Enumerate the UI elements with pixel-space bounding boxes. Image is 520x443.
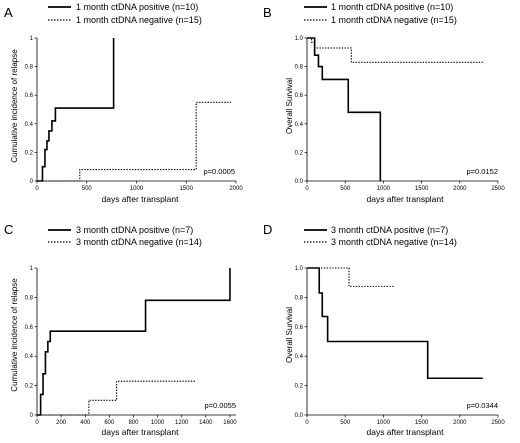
panel-d-y-axis-label: Overall Survival bbox=[285, 307, 294, 363]
panel-d-y-tick-label: 0.2 bbox=[295, 384, 304, 390]
panel-b-letter: B bbox=[263, 5, 272, 20]
panel-d-x-axis-label: days after transplant bbox=[366, 427, 444, 437]
panel-d-series-positive-line bbox=[307, 267, 483, 380]
panel-c-x-tick-label: 200 bbox=[56, 420, 67, 426]
panel-b-legend-dotted-label: 1 month ctDNA negative (n=15) bbox=[331, 15, 457, 25]
panel-a: A 1 month ctDNA positive (n=10) 1 month … bbox=[4, 2, 243, 204]
panel-b-y-tick-label: 1.0 bbox=[295, 36, 304, 42]
panel-c-x-tick-label: 400 bbox=[80, 420, 91, 426]
panel-a-legend: 1 month ctDNA positive (n=10) 1 month ct… bbox=[48, 2, 202, 25]
panel-d-y-tick-label: 0.6 bbox=[295, 325, 304, 331]
panel-c-x-tick-label: 1000 bbox=[151, 420, 165, 426]
panel-c-x-tick-label: 1200 bbox=[175, 420, 189, 426]
panel-d-x-tick-label: 500 bbox=[340, 420, 351, 426]
panel-a-y-tick-label: 0.6 bbox=[25, 93, 34, 99]
panel-d-y-tick-label: 0.4 bbox=[295, 354, 304, 360]
panel-c: C 3 month ctDNA positive (n=7) 3 month c… bbox=[4, 222, 237, 437]
panel-c-series-negative-line bbox=[37, 380, 197, 416]
panel-b-y-tick-label: 0.8 bbox=[295, 65, 304, 71]
panel-a-legend-solid-label: 1 month ctDNA positive (n=10) bbox=[76, 2, 198, 12]
panel-a-y-tick-label: 0.8 bbox=[25, 65, 34, 71]
panel-c-p-value: p=0.0055 bbox=[205, 401, 237, 410]
panel-a-y-axis-label: Cumulative incidence of relapse bbox=[10, 49, 19, 163]
panel-c-plot: 0 0.2 0.4 0.6 0.8 1 0 200 400 600 800 1000 1200 1400 1… bbox=[25, 266, 238, 426]
panel-a-x-axis-label: days after transplant bbox=[101, 194, 179, 204]
panel-a-x-tick-label: 1500 bbox=[180, 186, 194, 192]
panel-a-letter: A bbox=[4, 5, 13, 20]
panel-c-y-axis-label: Cumulative incidence of relapse bbox=[10, 278, 19, 392]
panel-b-x-tick-label: 2000 bbox=[453, 186, 467, 192]
panel-d-x-tick-label: 2500 bbox=[491, 420, 505, 426]
panel-c-letter: C bbox=[4, 222, 13, 237]
panel-c-y-tick-label: 0 bbox=[30, 413, 34, 419]
panel-c-y-tick-label: 0.4 bbox=[25, 354, 34, 360]
panel-d-x-tick-label: 2000 bbox=[453, 420, 467, 426]
panel-c-x-tick-label: 1400 bbox=[199, 420, 213, 426]
panel-b-x-tick-label: 1500 bbox=[415, 186, 429, 192]
panel-c-series-positive-line bbox=[37, 268, 231, 416]
panel-c-y-tick-label: 0.2 bbox=[25, 384, 34, 390]
panel-a-p-value: p=0.0005 bbox=[204, 167, 236, 176]
panel-b-plot: 0.0 0.2 0.4 0.6 0.8 1.0 0 500 1000 1500 2000 2500 bbox=[295, 36, 506, 192]
panel-d-plot: 0.0 0.2 0.4 0.6 0.8 1.0 0 500 1000 1500 2000 2500 bbox=[295, 266, 506, 426]
panel-a-x-tick-label: 500 bbox=[82, 186, 93, 192]
panel-c-x-tick-label: 800 bbox=[128, 420, 139, 426]
panel-d-letter: D bbox=[263, 222, 272, 237]
panel-c-legend-dotted-label: 3 month ctDNA negative (n=14) bbox=[76, 237, 202, 247]
panel-b-y-tick-label: 0.4 bbox=[295, 122, 304, 128]
panel-b-x-tick-label: 2500 bbox=[491, 186, 505, 192]
panel-b-p-value: p=0.0152 bbox=[467, 167, 499, 176]
panel-b-series-positive-line bbox=[307, 37, 382, 181]
panel-a-x-tick-label: 0 bbox=[35, 186, 39, 192]
panel-d-x-tick-label: 1000 bbox=[377, 420, 391, 426]
panel-d-y-tick-label: 1.0 bbox=[295, 266, 304, 272]
panel-a-series-positive-line bbox=[37, 38, 115, 182]
panel-b-x-tick-label: 1000 bbox=[377, 186, 391, 192]
panel-c-x-tick-label: 1600 bbox=[223, 420, 237, 426]
panel-b: B 1 month ctDNA positive (n=10) 1 month … bbox=[263, 2, 505, 204]
panel-c-y-tick-label: 0.6 bbox=[25, 325, 34, 331]
panel-c-x-tick-label: 0 bbox=[35, 420, 39, 426]
panel-a-x-tick-label: 1000 bbox=[130, 186, 144, 192]
panel-a-y-tick-label: 0.4 bbox=[25, 122, 34, 128]
panel-b-legend: 1 month ctDNA positive (n=10) 1 month ct… bbox=[304, 2, 457, 25]
panel-c-legend-solid-label: 3 month ctDNA positive (n=7) bbox=[76, 225, 193, 235]
panel-a-legend-dotted-label: 1 month ctDNA negative (n=15) bbox=[76, 15, 202, 25]
panel-c-x-axis-label: days after transplant bbox=[101, 427, 179, 437]
panel-d-x-tick-label: 0 bbox=[305, 420, 309, 426]
panel-a-x-tick-label: 2000 bbox=[229, 186, 243, 192]
panel-b-legend-solid-label: 1 month ctDNA positive (n=10) bbox=[331, 2, 453, 12]
panel-b-y-tick-label: 0.6 bbox=[295, 93, 304, 99]
panel-a-plot: 0 0.2 0.4 0.6 0.8 1 0 500 1000 1500 2000 bbox=[25, 36, 244, 192]
panel-c-x-tick-label: 600 bbox=[104, 420, 115, 426]
panel-d-series-negative-line bbox=[307, 267, 395, 287]
panel-d: D 3 month ctDNA positive (n=7) 3 month c… bbox=[263, 222, 505, 437]
panel-b-x-tick-label: 500 bbox=[340, 186, 351, 192]
panel-c-y-tick-label: 0.8 bbox=[25, 295, 34, 301]
panel-a-y-tick-label: 0 bbox=[30, 179, 34, 185]
panel-d-y-tick-label: 0.8 bbox=[295, 295, 304, 301]
panel-d-legend-solid-label: 3 month ctDNA positive (n=7) bbox=[331, 225, 448, 235]
panel-a-y-tick-label: 0.2 bbox=[25, 150, 34, 156]
panel-b-x-axis-label: days after transplant bbox=[366, 194, 444, 204]
panel-d-y-tick-label: 0.0 bbox=[295, 413, 304, 419]
panel-b-y-tick-label: 0.2 bbox=[295, 150, 304, 156]
panel-d-legend-dotted-label: 3 month ctDNA negative (n=14) bbox=[331, 237, 457, 247]
panel-d-x-tick-label: 1500 bbox=[415, 420, 429, 426]
panel-b-y-tick-label: 0.0 bbox=[295, 179, 304, 185]
panel-b-y-axis-label: Overall Survival bbox=[285, 78, 294, 134]
panel-c-legend: 3 month ctDNA positive (n=7) 3 month ctD… bbox=[48, 225, 202, 247]
panel-c-y-tick-label: 1 bbox=[30, 266, 34, 272]
panel-a-y-tick-label: 1 bbox=[30, 36, 34, 42]
panel-d-p-value: p=0.0344 bbox=[467, 401, 499, 410]
panel-b-x-tick-label: 0 bbox=[305, 186, 309, 192]
panel-d-legend: 3 month ctDNA positive (n=7) 3 month ctD… bbox=[304, 225, 457, 247]
panel-a-series-negative-line bbox=[37, 101, 232, 182]
panel-b-series-negative-line bbox=[307, 37, 483, 63]
